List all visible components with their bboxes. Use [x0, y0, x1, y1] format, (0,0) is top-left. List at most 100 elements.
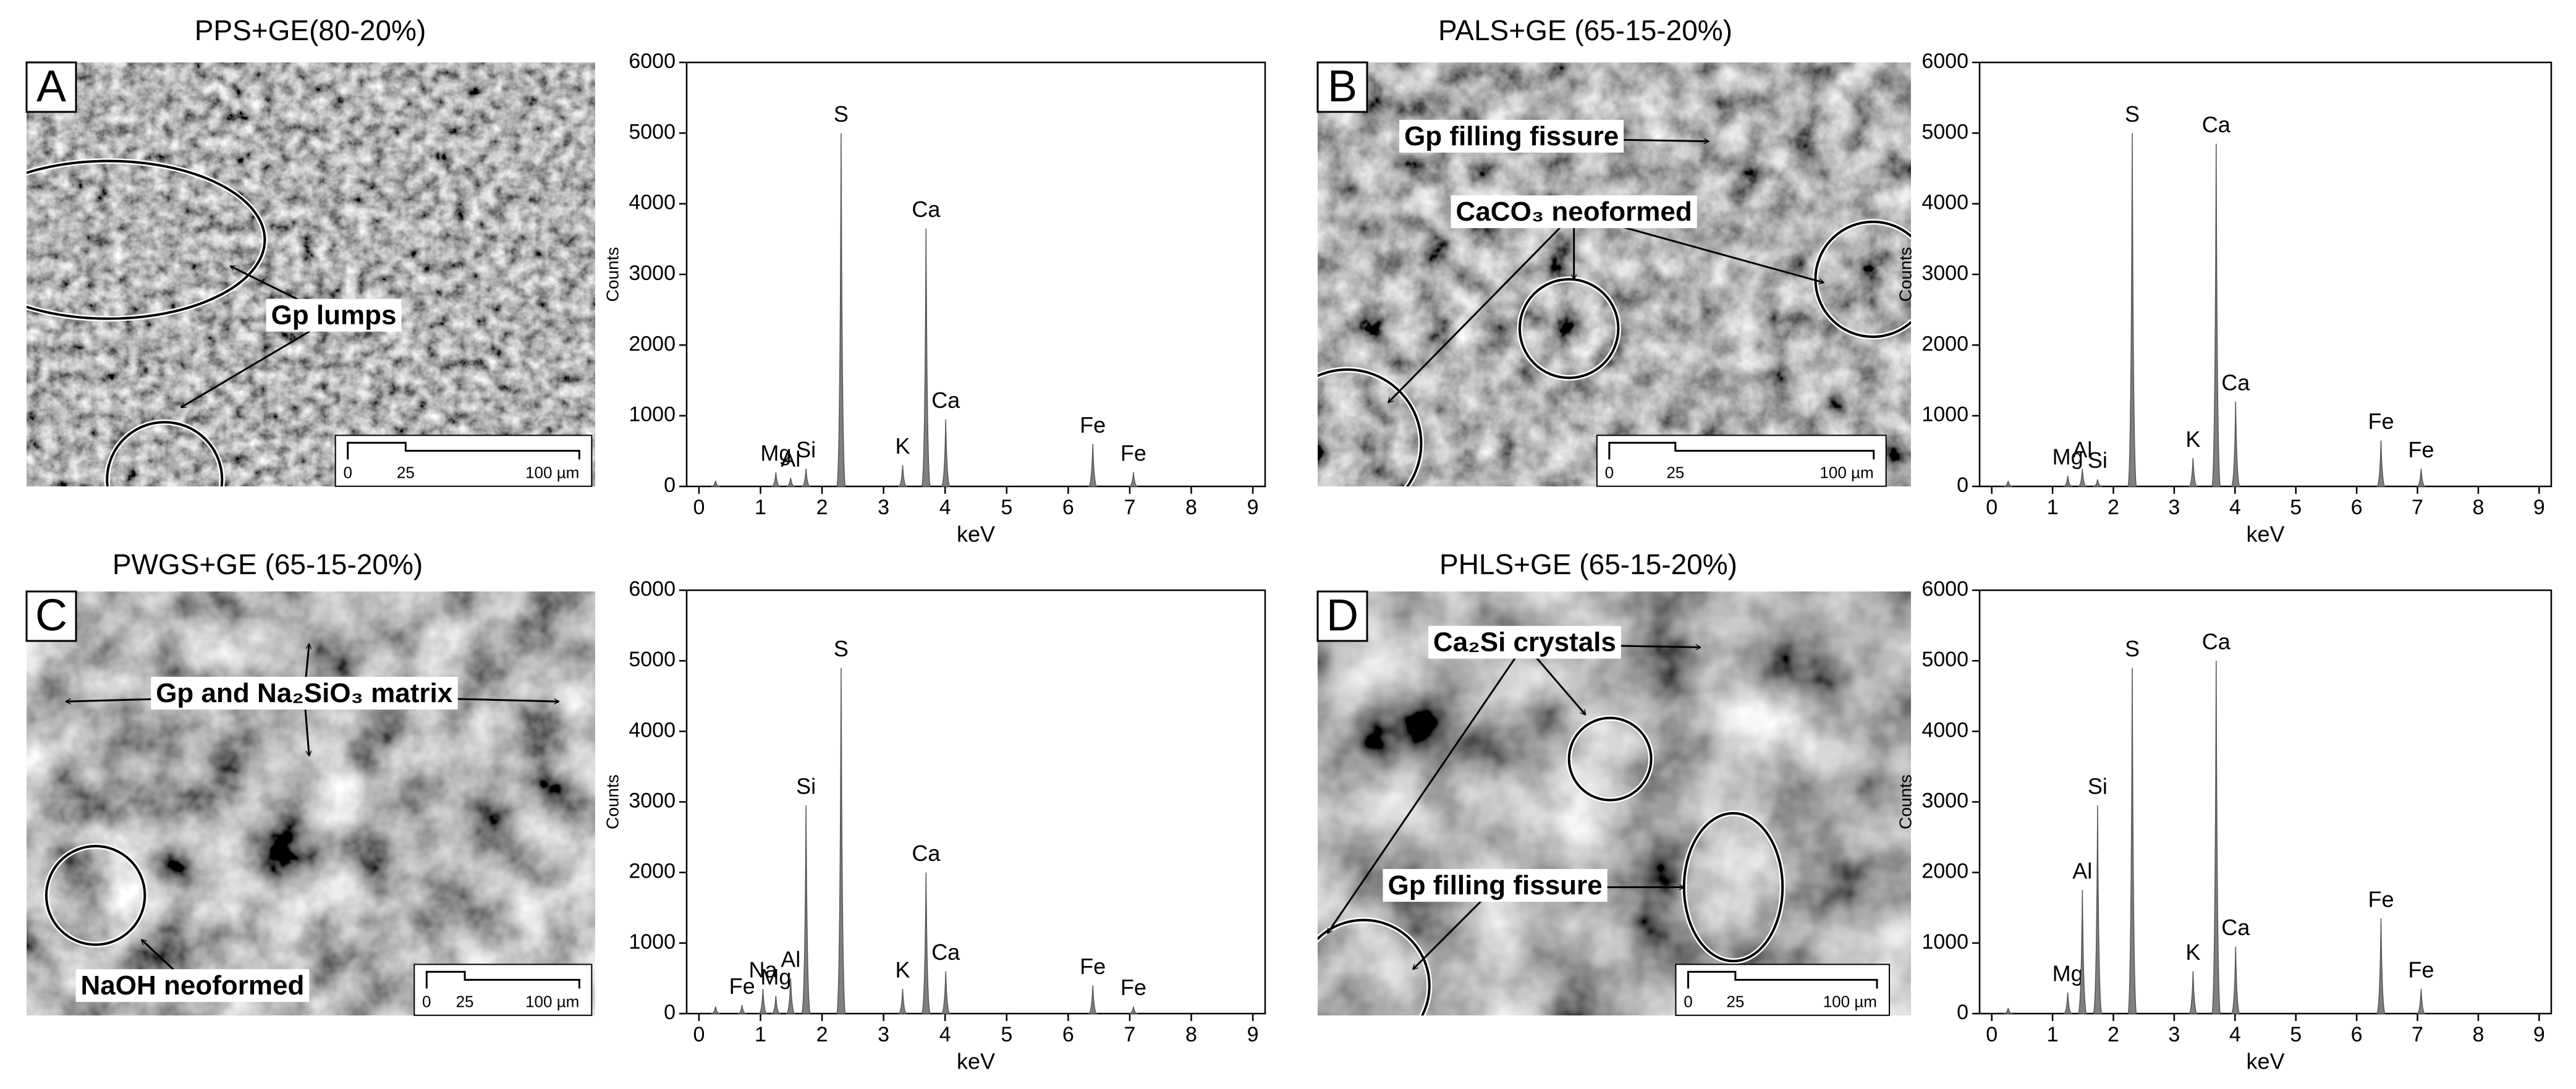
- highlight-circle: [1518, 278, 1620, 379]
- y-tick-label: 6000: [629, 49, 676, 73]
- x-tick-label: 1: [755, 496, 766, 519]
- x-tick-label: 7: [2412, 496, 2423, 519]
- x-tick-label: 8: [1185, 1023, 1197, 1046]
- peak: [941, 971, 951, 1014]
- x-tick-label: 1: [755, 1023, 766, 1046]
- peak: [898, 465, 907, 487]
- highlight-circle: [27, 159, 266, 320]
- x-tick-label: 4: [2229, 1023, 2241, 1046]
- x-tick-label: 9: [1247, 496, 1259, 519]
- scale-label: 0: [422, 993, 431, 1011]
- peak: [711, 1006, 720, 1014]
- scale-label: 100 µm: [525, 464, 579, 482]
- scale-label: 25: [1666, 464, 1684, 482]
- x-tick-label: 8: [2472, 1023, 2484, 1046]
- y-tick-label: 2000: [1921, 860, 1968, 883]
- peak: [2417, 989, 2426, 1014]
- peak-label: Ca: [2202, 112, 2231, 137]
- scale-label: 100 µm: [1820, 464, 1873, 482]
- overlay: Ca₂Si crystals Gp filling fissure: [1318, 625, 1786, 1015]
- annotation: Gp and Na₂SiO₃ matrix: [156, 678, 453, 708]
- plot-frame: [1978, 589, 2553, 1015]
- peak: [801, 468, 811, 487]
- x-tick-label: 7: [2412, 1023, 2423, 1046]
- x-tick-label: 4: [2229, 496, 2241, 519]
- peak: [2004, 480, 2013, 487]
- x-tick-label: 5: [1001, 496, 1012, 519]
- y-tick-label: 5000: [629, 120, 676, 143]
- peak: [2004, 1007, 2013, 1014]
- peak: [2417, 468, 2426, 487]
- x-tick-label: 3: [878, 496, 889, 519]
- x-tick-label: 4: [939, 496, 951, 519]
- peak: [2211, 661, 2221, 1014]
- y-tick-label: 4000: [629, 718, 676, 742]
- annotation-box: [151, 677, 458, 710]
- x-tick-label: 8: [1185, 496, 1197, 519]
- x-tick-label: 3: [2168, 496, 2180, 519]
- x-tick-label: 5: [2290, 1023, 2302, 1046]
- scale-label: 25: [1726, 993, 1744, 1011]
- y-tick-label: 0: [1957, 473, 1968, 497]
- peak-label: Fe: [1080, 954, 1106, 979]
- scale-bar: [347, 441, 580, 460]
- scale-label: 25: [456, 993, 474, 1011]
- peak-label: Mg: [2053, 960, 2083, 986]
- micrograph-title: PPS+GE(80-20%): [195, 14, 426, 46]
- peak: [786, 978, 795, 1014]
- annotation-box: [1428, 625, 1621, 659]
- peak: [2231, 946, 2240, 1014]
- annotation-box: [1451, 195, 1697, 229]
- y-tick-label: 4000: [629, 191, 676, 214]
- overlay: Gp lumps: [27, 158, 402, 486]
- peak-label: Ca: [2221, 915, 2250, 940]
- x-tick-label: 0: [693, 1023, 705, 1046]
- x-tick-label: 5: [1001, 1023, 1012, 1046]
- peak-label: Al: [781, 946, 800, 972]
- y-tick-label: 6000: [1921, 49, 1968, 73]
- micrograph: [27, 62, 595, 486]
- y-tick-label: 3000: [1921, 261, 1968, 285]
- scale-bar: [1687, 970, 1878, 989]
- x-tick-label: 2: [2108, 496, 2119, 519]
- arrow: [181, 316, 334, 409]
- arrow: [1328, 643, 1526, 933]
- y-tick-label: 6000: [1921, 577, 1968, 601]
- peak-label: Fe: [1121, 975, 1146, 1000]
- scale-box: [334, 434, 593, 487]
- peak: [941, 419, 951, 487]
- x-tick-label: 2: [2108, 1023, 2119, 1046]
- peak-label: Fe: [2408, 437, 2434, 462]
- x-tick-label: 1: [2047, 496, 2059, 519]
- x-tick-label: 6: [2351, 1023, 2363, 1046]
- annotation-box: [1399, 119, 1624, 153]
- scale-bar: [1608, 441, 1875, 460]
- x-tick-label: 1: [2047, 1023, 2059, 1046]
- annotation: Gp lumps: [271, 300, 397, 331]
- peak-label: Al: [781, 446, 800, 472]
- peak-label: Fe: [1121, 441, 1146, 466]
- peak: [2093, 479, 2102, 487]
- highlight-circle: [1318, 918, 1431, 1015]
- highlight-circle: [1567, 716, 1653, 802]
- y-tick-label: 4000: [1921, 718, 1968, 742]
- plot-frame: [685, 61, 1266, 488]
- peak: [2077, 890, 2087, 1014]
- peak: [2127, 133, 2137, 487]
- x-tick-label: 2: [816, 1023, 828, 1046]
- peak: [836, 667, 846, 1014]
- peak: [711, 480, 720, 487]
- peak: [2093, 805, 2103, 1014]
- scale-box: [1675, 964, 1890, 1016]
- micrograph-title: PALS+GE (65-15-20%): [1438, 14, 1732, 46]
- x-tick-label: 7: [1124, 496, 1135, 519]
- panel-letter: A: [36, 62, 66, 111]
- letter-box: [25, 61, 77, 113]
- peak: [1129, 1006, 1138, 1014]
- overlay: Gp and Na₂SiO₃ matrix NaOH neoformed: [43, 644, 559, 1002]
- annotation-box: [266, 299, 402, 332]
- y-axis-label: Counts: [1896, 247, 1915, 302]
- y-tick-label: 2000: [629, 860, 676, 883]
- y-tick-label: 5000: [1921, 120, 1968, 143]
- peak-label: Fe: [2408, 957, 2434, 983]
